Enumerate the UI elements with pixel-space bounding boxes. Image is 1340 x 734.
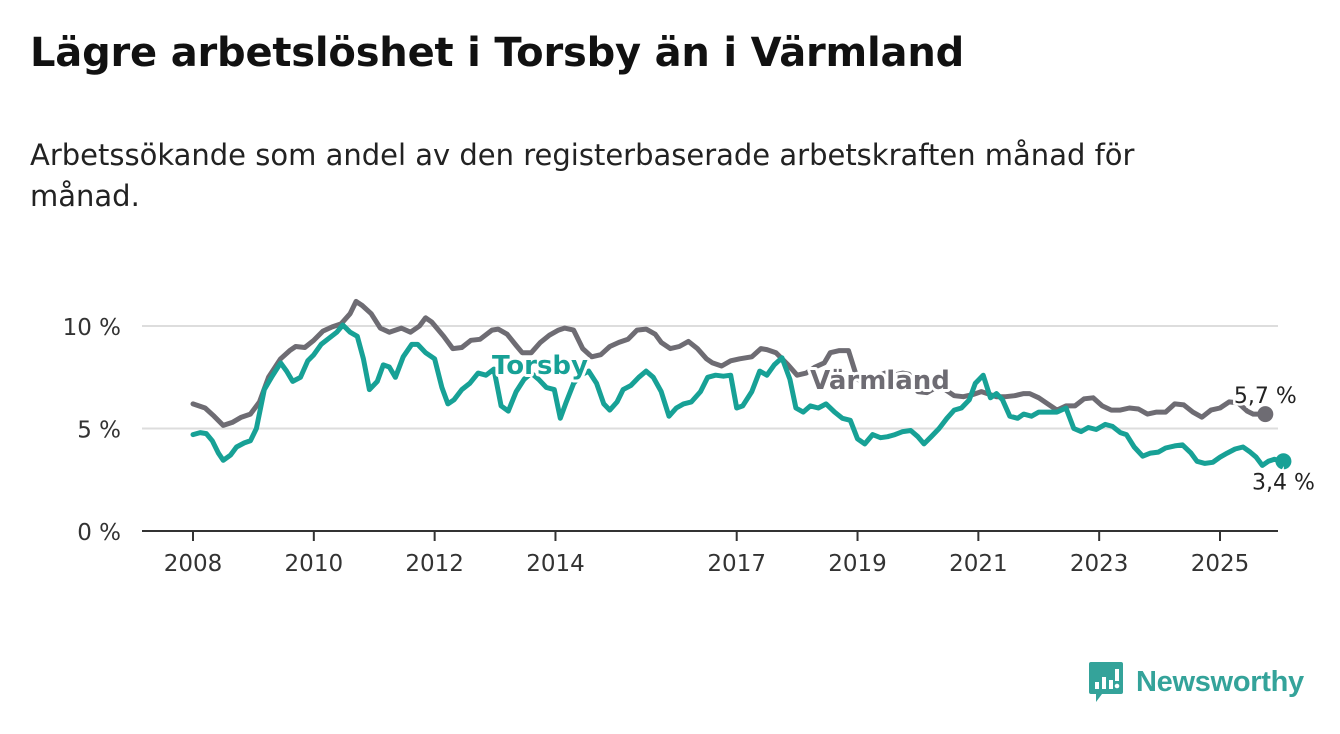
x-tick-label: 2010	[285, 551, 344, 577]
y-tick-label: 0 %	[77, 520, 121, 546]
x-tick-label: 2021	[949, 551, 1008, 577]
series-end-point	[1275, 453, 1292, 470]
series-end-point	[1257, 406, 1274, 423]
chart-subtitle: Arbetssökande som andel av den registerb…	[30, 138, 1135, 213]
x-tick-label: 2008	[164, 551, 223, 577]
x-tick-label: 2017	[707, 551, 766, 577]
chart-title: Lägre arbetslöshet i Torsby än i Värmlan…	[30, 30, 965, 76]
x-tick-label: 2019	[828, 551, 887, 577]
x-tick-label: 2023	[1070, 551, 1129, 577]
series-line-vrmland	[190, 298, 1268, 428]
newsworthy-logo: Newsworthy	[1088, 660, 1304, 704]
y-tick-label: 5 %	[77, 418, 121, 444]
x-tick-label: 2012	[405, 551, 464, 577]
x-tick-label: 2014	[526, 551, 585, 577]
series-end-value-label: 3,4 %	[1252, 470, 1315, 495]
series-name-label: Torsby	[492, 351, 588, 381]
newsworthy-logo-icon	[1089, 662, 1123, 702]
x-axis: 2008 2010 2012 2014 2017 2019 2021 2023 2025	[142, 530, 1278, 577]
series-end-value-label: 5,7 %	[1234, 384, 1297, 409]
series-lines	[190, 298, 1292, 470]
x-tick-label: 2025	[1191, 551, 1250, 577]
series-labels: Värmland 5,7 % Torsby 3,4 %	[489, 348, 1317, 498]
series-line-torsby	[190, 322, 1286, 468]
line-chart: 0 %5 %10 % 2008 2010 2012 2014 2017 2019 2021 2…	[62, 298, 1317, 577]
y-tick-label: 10 %	[63, 315, 121, 341]
newsworthy-logo-text: Newsworthy	[1136, 665, 1304, 698]
series-name-label: Värmland	[810, 366, 950, 396]
